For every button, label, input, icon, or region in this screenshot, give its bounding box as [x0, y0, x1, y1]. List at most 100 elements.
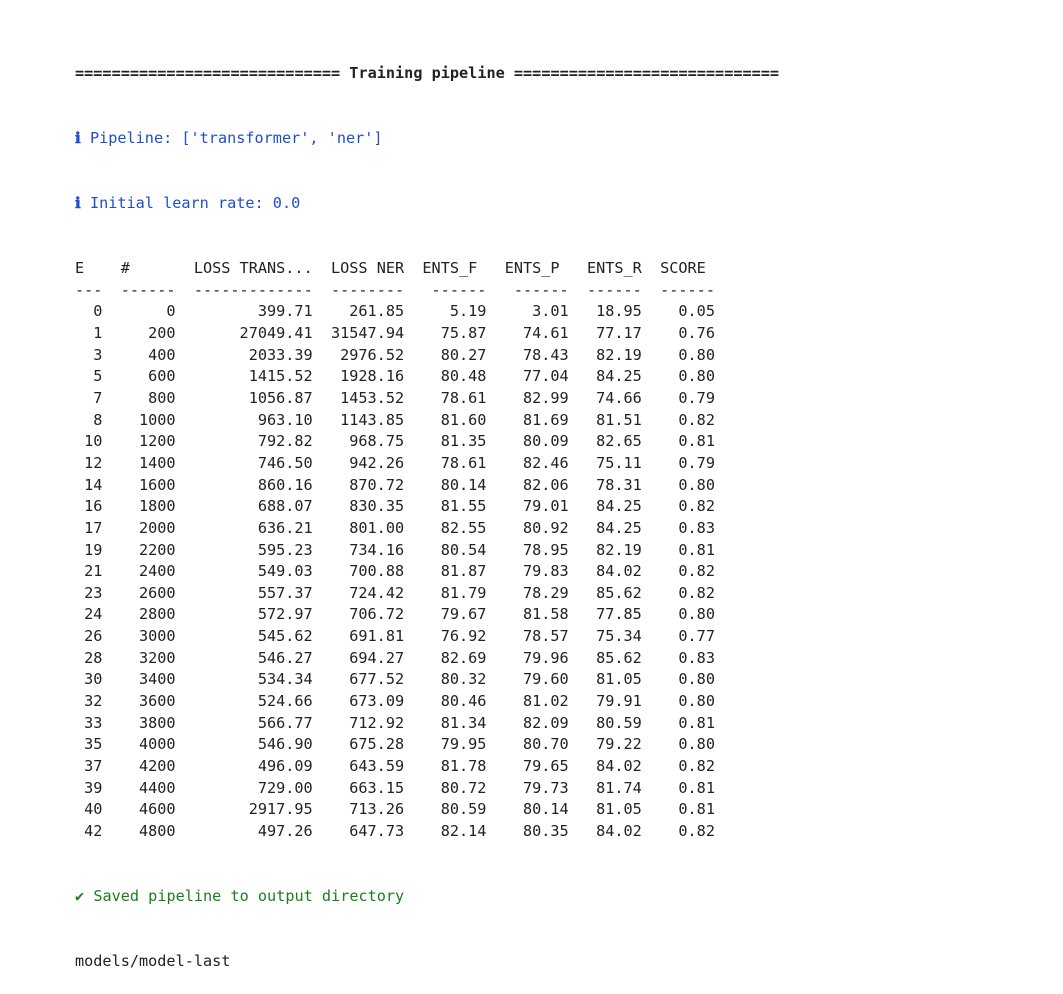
row-cell-ents-f: 80.14: [440, 475, 487, 494]
separator-cell-loss-trans: -------------: [193, 280, 313, 299]
row-cell-epoch: 40: [84, 800, 103, 819]
header-cell-step: #: [120, 259, 130, 278]
row-cell-ents-r: 79.91: [596, 691, 642, 710]
row-cell-loss-ner: 673.09: [349, 691, 405, 710]
row-cell-step: 4200: [138, 756, 176, 775]
row-cell-step: 1400: [138, 453, 176, 472]
row-cell-step: 1200: [138, 432, 176, 451]
row-cell-step: 4000: [138, 735, 176, 754]
row-cell-step: 600: [148, 367, 176, 386]
row-cell-score: 0.81: [678, 800, 715, 819]
row-cell-epoch: 28: [84, 648, 103, 667]
row-cell-step: 1600: [138, 475, 176, 494]
separator-cell-loss-ner: --------: [330, 280, 405, 299]
row-cell-ents-f: 81.79: [440, 583, 487, 602]
training-table: E # LOSS TRANS... LOSS NER ENTS_F ENTS_P…: [75, 258, 779, 842]
training-banner: ============================= Training p…: [75, 64, 780, 83]
row-cell-loss-trans: 2917.95: [248, 800, 313, 819]
table-row: 24 2800 572.97 706.72 79.67 81.58 77.85 …: [75, 604, 779, 626]
row-cell-ents-p: 80.92: [522, 518, 569, 537]
row-cell-score: 0.79: [678, 389, 715, 408]
row-cell-epoch: 5: [93, 367, 103, 386]
row-cell-ents-r: 84.02: [596, 821, 642, 840]
pipeline-info-line: ℹ Pipeline: ['transformer', 'ner']: [75, 128, 779, 150]
table-row: 37 4200 496.09 643.59 81.78 79.65 84.02 …: [75, 756, 779, 778]
row-cell-ents-r: 77.17: [596, 324, 642, 343]
row-cell-loss-ner: 647.73: [349, 821, 405, 840]
row-cell-ents-f: 75.87: [440, 324, 487, 343]
row-cell-score: 0.80: [678, 691, 715, 710]
row-cell-step: 800: [148, 389, 176, 408]
row-cell-ents-p: 82.46: [522, 453, 569, 472]
row-cell-step: 2000: [138, 518, 176, 537]
row-cell-score: 0.77: [678, 627, 715, 646]
row-cell-ents-f: 81.87: [440, 562, 487, 581]
row-cell-step: 200: [148, 324, 176, 343]
table-separator: --- ------ ------------- -------- ------…: [75, 280, 779, 302]
row-cell-epoch: 21: [84, 562, 103, 581]
header-cell-score: SCORE: [660, 259, 706, 278]
row-cell-step: 2800: [138, 605, 176, 624]
row-cell-loss-trans: 546.90: [257, 735, 313, 754]
row-cell-ents-p: 79.96: [522, 648, 569, 667]
row-cell-ents-p: 82.09: [522, 713, 569, 732]
row-cell-step: 1800: [138, 497, 176, 516]
row-cell-epoch: 17: [84, 518, 103, 537]
row-cell-ents-f: 78.61: [440, 389, 487, 408]
row-cell-score: 0.83: [678, 518, 715, 537]
row-cell-ents-r: 79.22: [596, 735, 642, 754]
row-cell-loss-ner: 677.52: [349, 670, 405, 689]
row-cell-epoch: 10: [84, 432, 103, 451]
separator-cell-ents-r: ------: [586, 280, 642, 299]
table-row: 23 2600 557.37 724.42 81.79 78.29 85.62 …: [75, 583, 779, 605]
row-cell-loss-trans: 746.50: [257, 453, 313, 472]
row-cell-ents-p: 79.83: [522, 562, 569, 581]
row-cell-ents-r: 18.95: [596, 302, 642, 321]
row-cell-loss-ner: 700.88: [349, 562, 405, 581]
row-cell-score: 0.80: [678, 475, 715, 494]
table-row: 10 1200 792.82 968.75 81.35 80.09 82.65 …: [75, 431, 779, 453]
row-cell-ents-p: 82.06: [522, 475, 569, 494]
row-cell-step: 2200: [138, 540, 176, 559]
row-cell-loss-trans: 566.77: [257, 713, 313, 732]
row-cell-step: 4400: [138, 778, 176, 797]
row-cell-score: 0.82: [678, 583, 715, 602]
row-cell-step: 2400: [138, 562, 176, 581]
row-cell-ents-f: 80.48: [440, 367, 487, 386]
separator-cell-step: ------: [120, 280, 176, 299]
row-cell-loss-trans: 860.16: [257, 475, 313, 494]
row-cell-epoch: 42: [84, 821, 103, 840]
row-cell-loss-trans: 792.82: [257, 432, 313, 451]
row-cell-loss-trans: 963.10: [257, 410, 313, 429]
row-cell-loss-trans: 549.03: [257, 562, 313, 581]
row-cell-loss-ner: 830.35: [349, 497, 405, 516]
row-cell-step: 3000: [138, 627, 176, 646]
row-cell-ents-r: 84.25: [596, 497, 642, 516]
terminal-output: ============================= Training p…: [75, 20, 779, 994]
row-cell-ents-f: 76.92: [440, 627, 487, 646]
row-cell-epoch: 24: [84, 605, 103, 624]
row-cell-loss-ner: 706.72: [349, 605, 405, 624]
row-cell-ents-f: 79.95: [440, 735, 487, 754]
row-cell-ents-f: 81.78: [440, 756, 487, 775]
row-cell-ents-r: 84.02: [596, 562, 642, 581]
row-cell-ents-p: 82.99: [522, 389, 569, 408]
row-cell-epoch: 16: [84, 497, 103, 516]
row-cell-score: 0.76: [678, 324, 715, 343]
table-row: 3 400 2033.39 2976.52 80.27 78.43 82.19 …: [75, 345, 779, 367]
row-cell-step: 400: [148, 345, 176, 364]
header-cell-loss-trans: LOSS TRANS...: [193, 259, 313, 278]
row-cell-loss-ner: 694.27: [349, 648, 405, 667]
table-row: 5 600 1415.52 1928.16 80.48 77.04 84.25 …: [75, 366, 779, 388]
info-icon: ℹ: [75, 129, 81, 148]
row-cell-ents-p: 78.95: [522, 540, 569, 559]
table-header: E # LOSS TRANS... LOSS NER ENTS_F ENTS_P…: [75, 258, 779, 280]
row-cell-ents-f: 81.55: [440, 497, 487, 516]
row-cell-ents-r: 77.85: [596, 605, 642, 624]
row-cell-epoch: 33: [84, 713, 103, 732]
row-cell-ents-f: 81.60: [440, 410, 487, 429]
row-cell-loss-trans: 1056.87: [248, 389, 313, 408]
row-cell-ents-f: 80.46: [440, 691, 487, 710]
row-cell-ents-r: 84.25: [596, 367, 642, 386]
row-cell-loss-ner: 261.85: [349, 302, 405, 321]
